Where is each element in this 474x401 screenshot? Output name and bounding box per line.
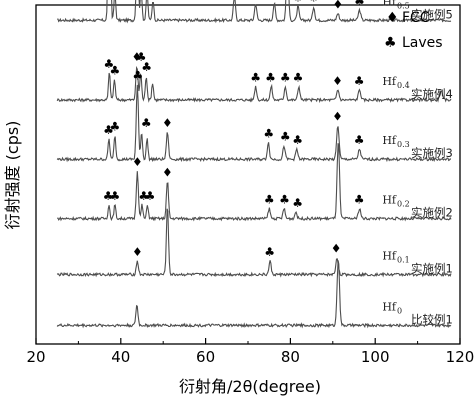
laves-marker: ♣ <box>109 120 120 134</box>
laves-marker: ♣ <box>264 245 275 259</box>
series-line-5 <box>56 260 452 329</box>
series-hf-label: Hf <box>382 194 397 207</box>
fcc-marker: ♦ <box>132 50 143 64</box>
series-hf-subscript: 0.5 <box>397 1 410 10</box>
laves-marker: ♣ <box>292 133 303 147</box>
series-hf-label: Hf <box>382 0 397 8</box>
series-hf-subscript: 0.1 <box>397 256 410 265</box>
laves-marker: ♣ <box>141 116 152 130</box>
laves-marker: ♣ <box>354 0 365 8</box>
laves-marker: ♣ <box>145 189 156 203</box>
laves-marker: ♣ <box>279 192 290 206</box>
series-hf-subscript: 0.3 <box>397 140 410 149</box>
laves-marker: ♣ <box>263 126 274 140</box>
series-hf-subscript: 0.2 <box>397 200 410 209</box>
series-line-0 <box>57 0 452 24</box>
series-line-2 <box>56 84 452 163</box>
laves-marker: ♣ <box>293 0 304 5</box>
fcc-marker: ♦ <box>132 155 143 169</box>
laves-marker: ♣ <box>308 0 319 5</box>
series-hf-subscript: 0 <box>397 306 402 315</box>
marker-layer: ♦♦♣♣♣♣♣♣♣♣♣♣♣♦♦♣♣♣♣♣♣♣♣♣♦♦♣♣♣♣♣♣♣♣♦♦♣♣♣♣… <box>103 0 365 259</box>
laves-marker: ♣ <box>264 192 275 206</box>
laves-marker: ♣ <box>250 0 261 1</box>
laves-marker: ♣ <box>136 50 147 64</box>
laves-marker: ♣ <box>292 196 303 210</box>
laves-marker: ♣ <box>250 70 261 84</box>
series-name-label: 实施例3 <box>411 146 453 160</box>
laves-marker: ♣ <box>354 192 365 206</box>
laves-marker: ♣ <box>265 70 276 84</box>
x-tick-label: 100 <box>361 348 390 366</box>
laves-marker: ♣ <box>269 0 280 1</box>
laves-marker: ♣ <box>141 60 152 74</box>
fcc-marker: ♦ <box>132 245 143 259</box>
fcc-marker: ♦ <box>333 0 344 11</box>
laves-marker: ♣ <box>354 133 365 147</box>
x-ticks: 20 40 60 80 100 120 <box>26 338 474 366</box>
x-tick-label: 20 <box>26 348 45 366</box>
legend-laves-label: Laves <box>402 35 443 51</box>
x-tick-label: 40 <box>111 348 130 366</box>
laves-marker: ♣ <box>280 130 291 144</box>
x-tick-label: 80 <box>281 348 300 366</box>
legend-fcc-symbol: ♦ <box>386 10 399 26</box>
x-tick-label: 60 <box>196 348 215 366</box>
legend: ♦ FCC ♣ Laves <box>384 10 443 51</box>
laves-marker: ♣ <box>104 57 115 71</box>
laves-marker: ♣ <box>103 123 114 137</box>
legend-fcc-label: FCC <box>402 10 430 26</box>
series-hf-subscript: 0.4 <box>397 81 410 90</box>
fcc-marker: ♦ <box>162 116 173 130</box>
series-hf-label: Hf <box>382 250 397 263</box>
series-hf-label: Hf <box>382 300 397 313</box>
series-hf-label: Hf <box>382 75 397 88</box>
laves-marker: ♣ <box>109 189 120 203</box>
series-name-label: 实施例5 <box>411 7 453 21</box>
x-axis-title: 衍射角/2θ(degree) <box>179 377 321 396</box>
legend-laves-symbol: ♣ <box>384 35 397 51</box>
fcc-marker: ♦ <box>332 109 343 123</box>
fcc-marker: ♦ <box>332 74 343 88</box>
series-name-label: 实施例1 <box>411 262 453 276</box>
plot-frame <box>35 4 461 345</box>
laves-marker: ♣ <box>132 69 143 83</box>
series-name-label: 实施例2 <box>411 206 453 220</box>
series-hf-label: Hf <box>382 134 397 147</box>
x-tick-label: 120 <box>446 348 474 366</box>
fcc-marker: ♦ <box>331 242 342 256</box>
laves-marker: ♣ <box>354 74 365 88</box>
series-line-1 <box>56 65 452 104</box>
series-line-3 <box>57 143 452 222</box>
laves-marker: ♣ <box>280 70 291 84</box>
laves-marker: ♣ <box>293 70 304 84</box>
fcc-marker: ♦ <box>162 165 173 179</box>
laves-marker: ♣ <box>138 189 149 203</box>
series-name-label: 比较例1 <box>411 312 453 326</box>
series-name-label: 实施例4 <box>411 87 453 101</box>
laves-marker: ♣ <box>103 189 114 203</box>
laves-marker: ♣ <box>109 64 120 78</box>
y-axis-title: 衍射强度 (cps) <box>3 121 22 230</box>
series-line-4 <box>56 208 452 278</box>
